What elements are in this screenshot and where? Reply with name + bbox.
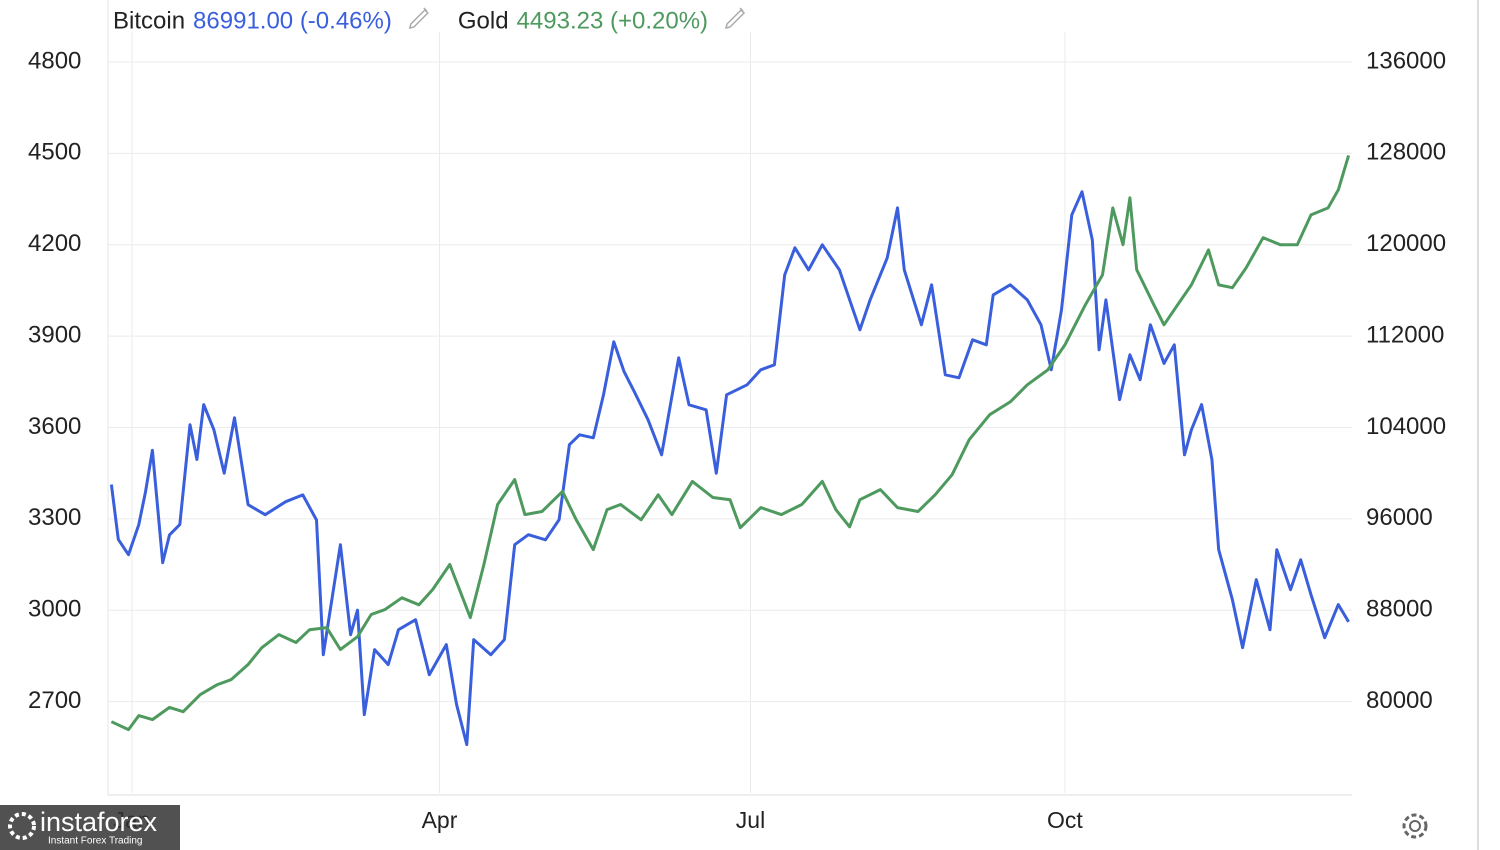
gear-hub [1409,820,1421,832]
y-tick-label: 3300 [28,504,81,531]
y-tick-label: 4200 [28,230,81,257]
y-tick-label: 4500 [28,139,81,166]
legend-value: 4493.23 (+0.20%) [517,7,708,34]
y2-tick-label: 88000 [1366,596,1433,623]
watermark-tagline: Instant Forex Trading [48,836,143,847]
legend: Bitcoin 86991.00 (-0.46%) Gold 4493.23 (+0.… [113,7,746,34]
y-tick-label: 4800 [28,47,81,74]
settings-icon[interactable] [1402,813,1428,839]
y-tick-label: 2700 [28,687,81,714]
y-tick-label: 3600 [28,413,81,440]
y2-tick-label: 136000 [1366,47,1446,74]
x-tick-label: Oct [1047,807,1083,833]
y-tick-label: 3900 [28,321,81,348]
y2-tick-label: 80000 [1366,687,1433,714]
y-tick-label: 3000 [28,596,81,623]
watermark-logo [8,812,36,840]
y2-tick-label: 104000 [1366,413,1446,440]
edit-icon[interactable] [408,7,429,30]
line-series [110,154,1351,732]
x-tick-label: Apr [422,807,458,833]
y2-tick-label: 96000 [1366,504,1433,531]
legend-value: 86991.00 (-0.46%) [193,7,392,34]
y2-tick-label: 112000 [1366,321,1444,348]
x-tick-label: Jul [736,807,765,833]
edit-icon[interactable] [725,7,746,30]
y2-tick-label: 120000 [1366,230,1446,257]
legend-name: Gold [458,7,509,34]
watermark-brand: instaforex [40,807,158,837]
line-series [109,190,1350,747]
legend-name: Bitcoin [113,7,185,34]
gear [1402,813,1428,839]
watermark-bg [0,805,180,850]
y2-tick-label: 128000 [1366,139,1446,166]
